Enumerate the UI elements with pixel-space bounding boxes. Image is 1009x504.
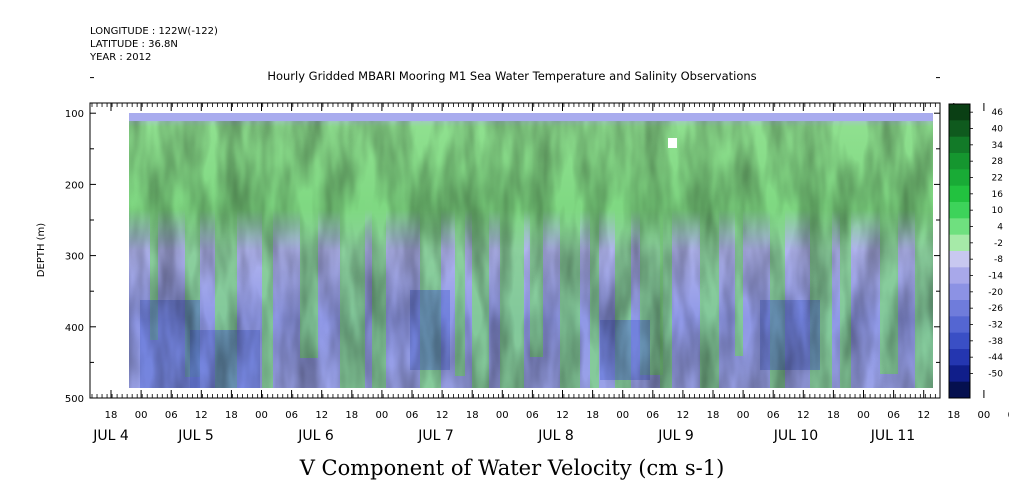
x-tick-label: 18 (105, 410, 118, 421)
y-tick-label: 100 (65, 109, 84, 120)
colorbar-swatch (949, 316, 970, 334)
colorbar-label: 46 (992, 108, 1004, 118)
x-tick-label: 06 (767, 410, 780, 421)
colorbar-swatch (949, 202, 970, 219)
x-tick-label: 12 (195, 410, 208, 421)
x-tick-label: 00 (376, 410, 389, 421)
colorbar-swatch (949, 251, 970, 268)
x-tick-label: 06 (1008, 410, 1009, 421)
colorbar-swatch (949, 136, 970, 154)
x-tick-label: 18 (586, 410, 599, 421)
x-tick-label: 18 (707, 410, 720, 421)
colorbar-swatch (949, 365, 970, 383)
colorbar-label: 40 (992, 125, 1004, 135)
colorbar-swatch (949, 169, 970, 187)
colorbar-swatch (949, 283, 970, 301)
x-tick-label: 12 (556, 410, 569, 421)
x-tick-label: 18 (225, 410, 238, 421)
x-tick-label: 00 (496, 410, 509, 421)
plot-frame (89, 102, 941, 399)
x-day-label: JUL 4 (92, 428, 129, 444)
y-tick-label: 200 (65, 180, 84, 191)
colorbar-swatch (949, 120, 970, 138)
x-tick-label: 18 (947, 410, 960, 421)
colorbar-label: -50 (988, 370, 1003, 380)
x-day-label: JUL 5 (177, 428, 214, 444)
colorbar-label: -32 (988, 321, 1003, 331)
chart-title: Hourly Gridded MBARI Mooring M1 Sea Wate… (267, 69, 756, 83)
colorbar-swatch (949, 104, 970, 121)
colorbar-swatch (949, 218, 970, 236)
x-axis-label: V Component of Water Velocity (cm s-1) (299, 456, 725, 480)
colorbar-label: -44 (988, 353, 1003, 363)
colorbar-label: -2 (994, 239, 1003, 249)
x-tick-label: 00 (255, 410, 268, 421)
x-day-label: JUL 11 (870, 428, 915, 444)
x-tick-label: 00 (616, 410, 629, 421)
x-tick-label: 06 (165, 410, 178, 421)
colorbar: 46 40 34 28 22 16 10 4 -2 -8 -14 -20 -26 -32 -38 -44 -50 (948, 103, 1004, 399)
latitude-label: LATITUDE : 36.8N (90, 39, 178, 50)
colorbar-label: 4 (997, 223, 1003, 233)
colorbar-label: -26 (988, 304, 1003, 314)
x-day-label: JUL 10 (773, 428, 818, 444)
x-day-label: JUL 8 (537, 428, 574, 444)
colorbar-label: 34 (992, 141, 1004, 151)
colorbar-swatch (949, 300, 970, 317)
x-tick-label: 12 (677, 410, 690, 421)
x-tick-label: 12 (315, 410, 328, 421)
colorbar-swatch (949, 185, 970, 203)
x-tick-label: 12 (797, 410, 810, 421)
x-tick-label: 06 (406, 410, 419, 421)
x-day-label: JUL 9 (657, 428, 694, 444)
colorbar-label: -38 (988, 337, 1003, 347)
colorbar-label: -14 (988, 272, 1003, 282)
colorbar-label: 16 (992, 190, 1004, 200)
x-tick-label: 18 (345, 410, 358, 421)
y-tick-label: 300 (65, 252, 84, 263)
x-tick-label: 18 (827, 410, 840, 421)
x-tick-label: 00 (135, 410, 148, 421)
x-tick-label: 06 (526, 410, 539, 421)
missing-data-cell (668, 138, 677, 148)
x-tick-label: 06 (646, 410, 659, 421)
colorbar-swatch (949, 234, 970, 252)
x-tick-label: 12 (917, 410, 930, 421)
heatmap-field (129, 113, 933, 388)
colorbar-swatch (949, 267, 970, 285)
x-tick-label: 18 (466, 410, 479, 421)
colorbar-swatch (949, 349, 970, 366)
x-tick-label: 06 (887, 410, 900, 421)
colorbar-swatch (949, 381, 970, 399)
colorbar-label: -20 (988, 288, 1003, 298)
x-tick-label: 00 (857, 410, 870, 421)
colorbar-label: 28 (992, 157, 1004, 167)
y-tick-label: 500 (65, 394, 84, 405)
x-day-label: JUL 7 (417, 428, 454, 444)
colorbar-label: 22 (992, 174, 1003, 184)
x-tick-label: 00 (978, 410, 991, 421)
y-tick-label: 400 (65, 323, 84, 334)
colorbar-swatch (949, 153, 970, 170)
x-day-label: JUL 6 (297, 428, 334, 444)
y-axis-label: DEPTH (m) (36, 223, 47, 277)
x-tick-label: 06 (285, 410, 298, 421)
x-tick-label: 12 (436, 410, 449, 421)
colorbar-swatch (949, 332, 970, 350)
year-label: YEAR : 2012 (89, 52, 151, 63)
x-tick-label: 00 (737, 410, 750, 421)
colorbar-label: -8 (994, 255, 1003, 265)
colorbar-label: 10 (992, 206, 1004, 216)
longitude-label: LONGITUDE : 122W(-122) (90, 26, 218, 37)
colorbar-frame (948, 103, 971, 399)
